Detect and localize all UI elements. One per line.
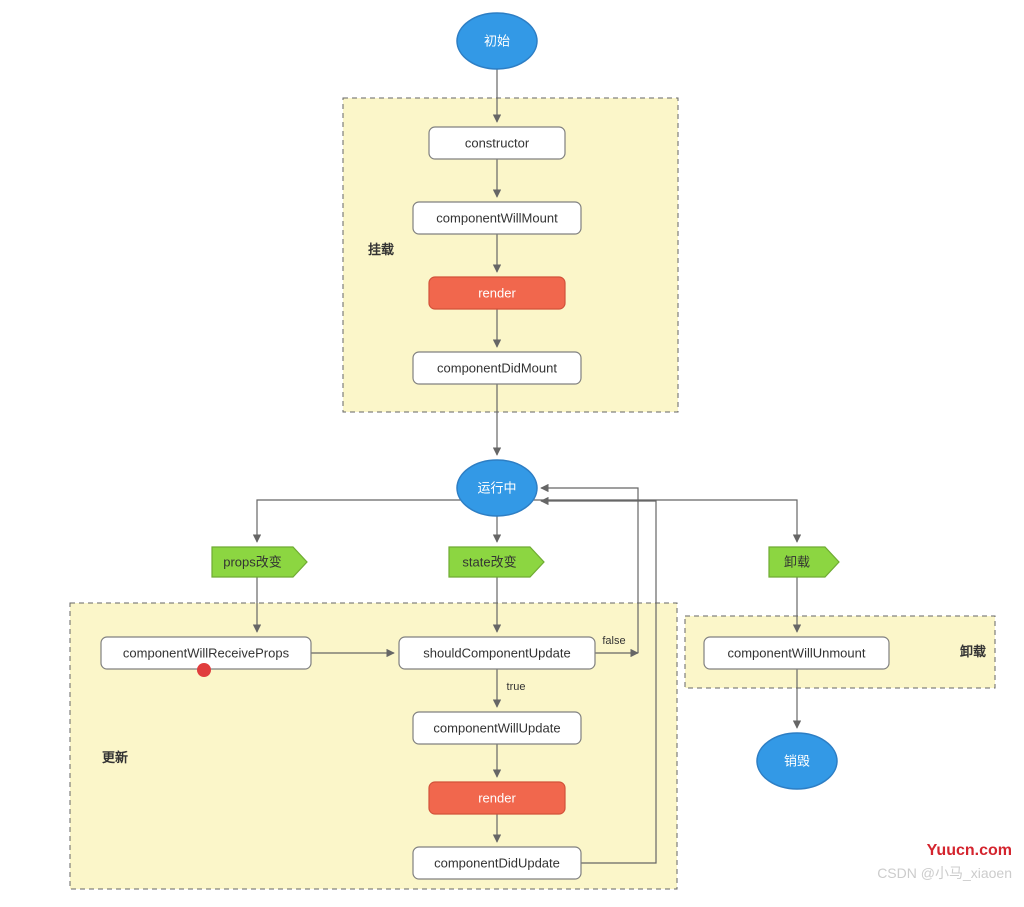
node-label: componentWillUnmount [727, 646, 865, 661]
edge-label: false [602, 635, 625, 647]
node-label: componentWillUpdate [433, 721, 560, 736]
node-label: 运行中 [477, 481, 516, 496]
node-label: componentDidMount [437, 361, 557, 376]
highlight-dot [197, 663, 211, 677]
node-label: constructor [465, 136, 530, 151]
n-running: 运行中 [457, 460, 537, 516]
n-cwm: componentWillMount [413, 202, 581, 234]
n-cwun: componentWillUnmount [704, 637, 889, 669]
n-render2: render [429, 782, 565, 814]
group-label: 卸载 [960, 644, 986, 659]
watermark: CSDN @小马_xiaoen [877, 865, 1012, 881]
n-render1: render [429, 277, 565, 309]
n-cwu: componentWillUpdate [413, 712, 581, 744]
n-props: props改变 [212, 547, 307, 577]
node-label: props改变 [223, 555, 282, 570]
n-constructor: constructor [429, 127, 565, 159]
node-label: 初始 [484, 34, 510, 49]
n-destroy: 销毁 [757, 733, 837, 789]
n-scu: shouldComponentUpdate [399, 637, 595, 669]
node-label: 销毁 [784, 754, 810, 769]
n-init: 初始 [457, 13, 537, 69]
node-label: state改变 [462, 555, 516, 570]
node-label: componentWillMount [436, 211, 558, 226]
n-cdm: componentDidMount [413, 352, 581, 384]
node-label: render [478, 791, 516, 806]
group-label: 更新 [102, 750, 128, 765]
node-label: 卸载 [784, 555, 810, 570]
n-cdu: componentDidUpdate [413, 847, 581, 879]
group-label: 挂载 [368, 242, 394, 257]
watermark: Yuucn.com [927, 842, 1012, 859]
node-label: componentWillReceiveProps [123, 646, 290, 661]
n-state: state改变 [449, 547, 544, 577]
e6 [257, 500, 462, 542]
node-label: render [478, 286, 516, 301]
node-label: shouldComponentUpdate [423, 646, 570, 661]
edge-label: true [507, 681, 526, 693]
node-label: componentDidUpdate [434, 856, 560, 871]
n-unload: 卸载 [769, 547, 839, 577]
e8 [532, 500, 797, 542]
